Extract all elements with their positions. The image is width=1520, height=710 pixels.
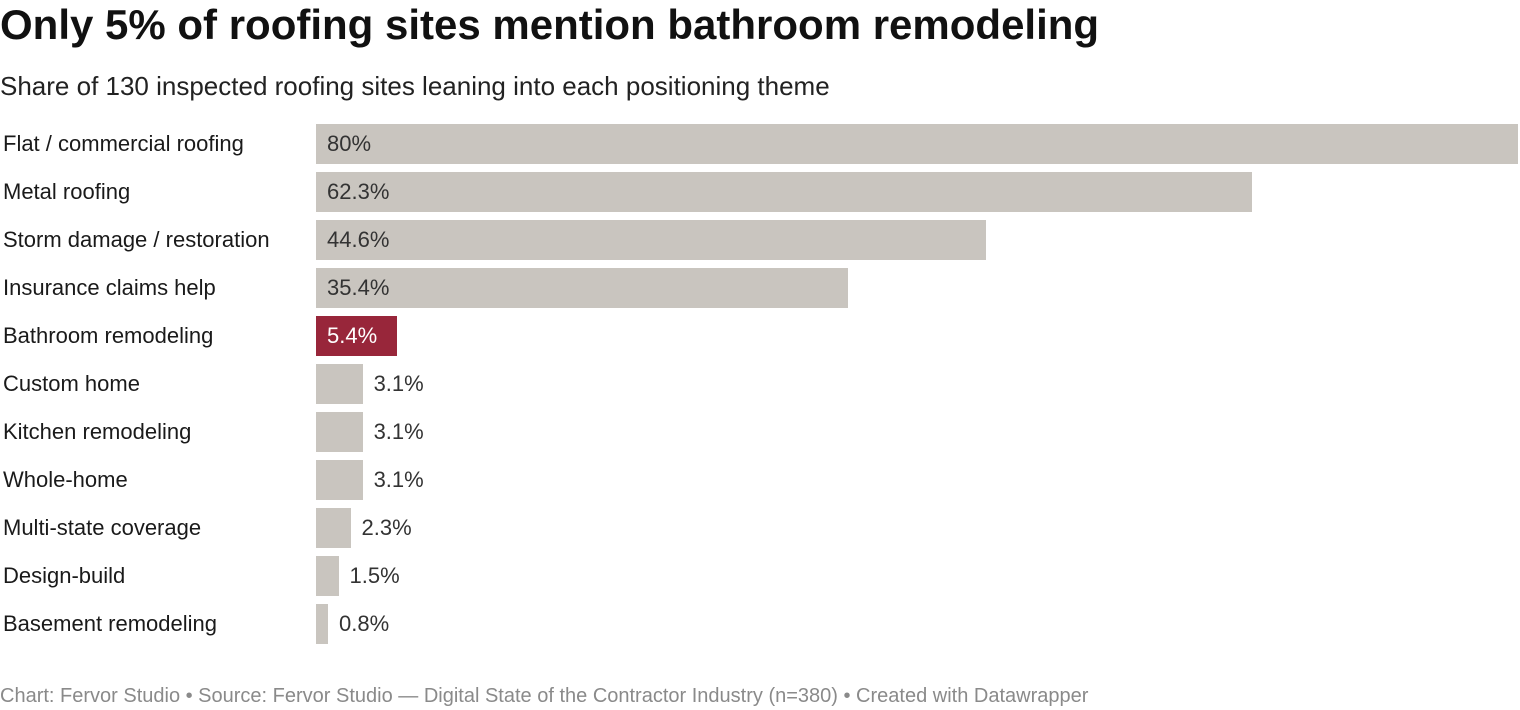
bar-row: Basement remodeling 0.8% [0, 604, 1520, 644]
bar [316, 604, 329, 644]
bar-chart: Flat / commercial roofing 80% Metal roofin… [0, 124, 1520, 644]
bar-row: Multi-state coverage 2.3% [0, 508, 1520, 548]
bar-row: Design-build 1.5% [0, 556, 1520, 596]
value-label: 5.4% [327, 323, 378, 348]
bar-row: Custom home 3.1% [0, 364, 1520, 404]
bar [316, 412, 363, 452]
chart-footer-credit: Chart: Fervor Studio • Source: Fervor St… [0, 685, 1089, 707]
chart-title: Only 5% of roofing sites mention bathroo… [0, 1, 1100, 48]
category-label: Basement remodeling [3, 611, 218, 636]
value-label: 44.6% [327, 227, 390, 252]
category-label: Flat / commercial roofing [3, 131, 244, 156]
bar-row: Bathroom remodeling 5.4% [0, 316, 1520, 356]
bar [316, 508, 351, 548]
chart-subtitle: Share of 130 inspected roofing sites lea… [0, 71, 830, 101]
bar-row: Whole-home 3.1% [0, 460, 1520, 500]
value-label: 2.3% [361, 515, 412, 540]
bar [316, 556, 339, 596]
category-label: Kitchen remodeling [3, 419, 192, 444]
bar [316, 172, 1253, 212]
bar-row: Storm damage / restoration 44.6% [0, 220, 1520, 260]
bar [316, 460, 363, 500]
value-label: 3.1% [373, 467, 424, 492]
bar [316, 364, 363, 404]
bar-highlight [316, 316, 398, 356]
category-label: Insurance claims help [3, 275, 216, 300]
category-label: Multi-state coverage [3, 515, 202, 540]
value-label: 62.3% [327, 179, 390, 204]
value-label: 1.5% [349, 563, 400, 588]
bar [316, 124, 1518, 164]
bar-row: Kitchen remodeling 3.1% [0, 412, 1520, 452]
category-label: Metal roofing [3, 179, 131, 204]
category-label: Whole-home [3, 467, 128, 492]
bar [316, 220, 987, 260]
category-label: Bathroom remodeling [3, 323, 214, 348]
category-label: Storm damage / restoration [3, 227, 270, 252]
value-label: 35.4% [327, 275, 390, 300]
value-label: 3.1% [373, 371, 424, 396]
bar-row: Insurance claims help 35.4% [0, 268, 1520, 308]
bar [316, 268, 848, 308]
bar-row: Metal roofing 62.3% [0, 172, 1520, 212]
bar-row: Flat / commercial roofing 80% [0, 124, 1520, 164]
value-label: 80% [327, 131, 372, 156]
category-label: Design-build [3, 563, 126, 588]
value-label: 0.8% [339, 611, 390, 636]
value-label: 3.1% [373, 419, 424, 444]
category-label: Custom home [3, 371, 140, 396]
